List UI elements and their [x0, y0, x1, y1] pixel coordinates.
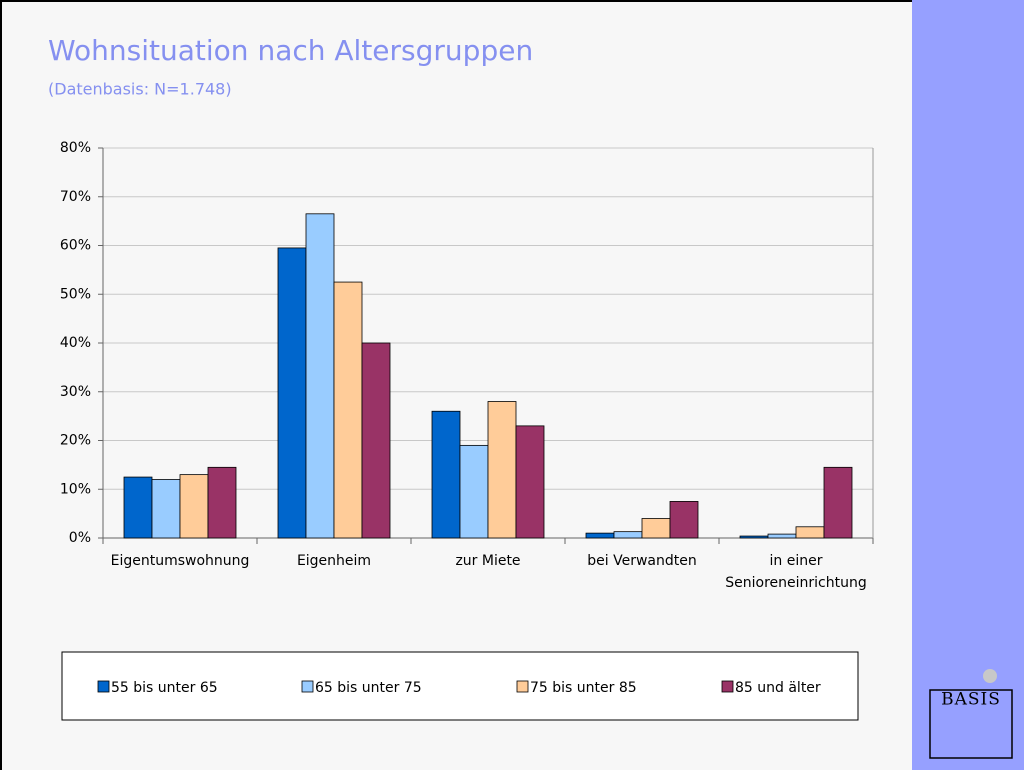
bar [305, 213, 335, 539]
bar [151, 479, 181, 539]
bar [123, 476, 153, 539]
x-tick-label: Eigenheim [296, 553, 372, 569]
y-tick-label: 10% [60, 481, 91, 497]
legend-swatch [516, 680, 529, 693]
y-tick-label: 40% [60, 335, 91, 351]
legend-swatch [721, 680, 734, 693]
y-tick-label: 50% [60, 286, 91, 302]
bar [669, 501, 699, 539]
logo: BASIS [929, 669, 1013, 759]
legend-label: 65 bis unter 75 [315, 680, 422, 696]
y-tick-label: 60% [60, 238, 91, 254]
bar [585, 532, 615, 539]
y-tick-label: 70% [60, 189, 91, 205]
y-tick-label: 20% [60, 433, 91, 449]
chart-title: Wohnsituation nach Altersgruppen [48, 34, 533, 67]
y-tick-label: 30% [60, 384, 91, 400]
bar [739, 535, 769, 539]
bar [515, 425, 545, 539]
x-tick-label: Eigentumswohnung [110, 553, 250, 569]
bar [823, 466, 853, 539]
y-tick-label: 0% [69, 530, 91, 546]
y-tick-label: 80% [60, 140, 91, 156]
bar [431, 410, 461, 539]
bar [613, 531, 643, 539]
legend-swatch [97, 680, 110, 693]
bar [487, 401, 517, 539]
legend-label: 75 bis unter 85 [530, 680, 637, 696]
bar [179, 474, 209, 539]
bar [207, 466, 237, 539]
bar [333, 281, 363, 539]
legend-swatch [301, 680, 314, 693]
x-tick-label: zur Miete [455, 553, 521, 569]
bar [641, 518, 671, 539]
chart-subtitle: (Datenbasis: N=1.748) [48, 80, 232, 99]
x-tick-label: bei Verwandten [587, 553, 697, 569]
logo-dot [983, 669, 997, 683]
logo-text: BASIS [941, 690, 1001, 710]
legend-label: 85 und älter [735, 680, 821, 696]
bar [361, 342, 391, 539]
x-tick-label: in einer Senioreneinrichtung [725, 553, 867, 591]
side-strip [912, 0, 1024, 770]
legend-label: 55 bis unter 65 [111, 680, 218, 696]
bar [795, 526, 825, 539]
bar [459, 444, 489, 539]
logo-frame [929, 689, 1013, 759]
bar [767, 533, 797, 539]
bar [277, 247, 307, 539]
